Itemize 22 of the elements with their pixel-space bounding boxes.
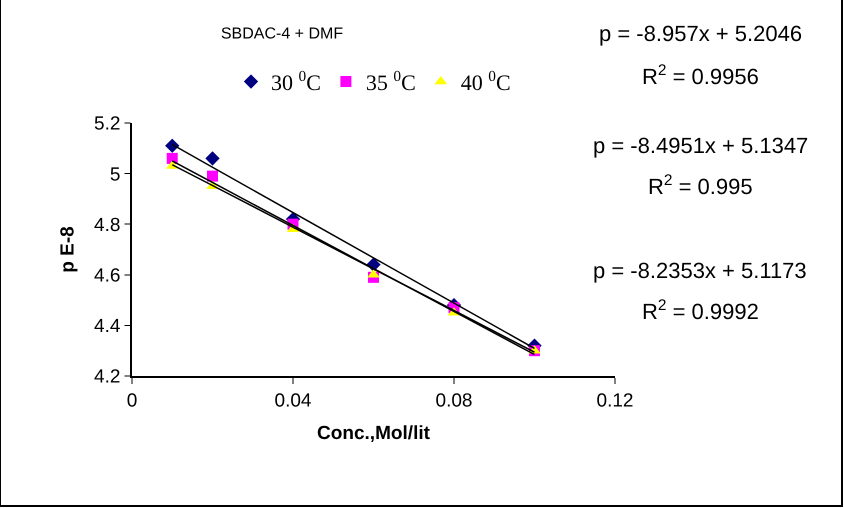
annotation: p = -8.4951x + 5.1347 — [593, 133, 808, 158]
text: p = -8.957x + 5.2046 — [599, 21, 802, 46]
y-tick-label: 4.8 — [94, 214, 120, 236]
legend-label: 30 $^{0}$C — [271, 68, 321, 96]
x-axis-title: Conc.,Mol/lit — [317, 422, 431, 444]
text: R$^{2}$ = 0.9956 — [642, 62, 759, 90]
y-tick-label: 4.6 — [94, 265, 120, 286]
x-tick-label: 0.04 — [274, 390, 312, 412]
y-tick-label: 4.4 — [94, 316, 121, 338]
text: R$^{2}$ = 0.9992 — [642, 297, 759, 324]
x-tick-label: 0.08 — [436, 390, 472, 412]
y-tick-label: 4.2 — [94, 366, 120, 388]
y-tick-label: 5 — [110, 164, 120, 186]
y-axis-title: p E-8 — [57, 226, 78, 273]
x-tick-label: 0.12 — [596, 390, 634, 412]
legend-label: 35 $^{0}$C — [366, 68, 416, 96]
text: R$^{2}$ = 0.995 — [648, 172, 753, 200]
chart-title: SBDAC-4 + DMF — [220, 26, 344, 43]
x-tick-label: 0 — [126, 390, 138, 412]
annotation: p = -8.2353x + 5.1173 — [593, 258, 807, 283]
y-tick-label: 5.2 — [94, 114, 120, 135]
legend-label: 40 $^{0}$C — [460, 68, 511, 96]
